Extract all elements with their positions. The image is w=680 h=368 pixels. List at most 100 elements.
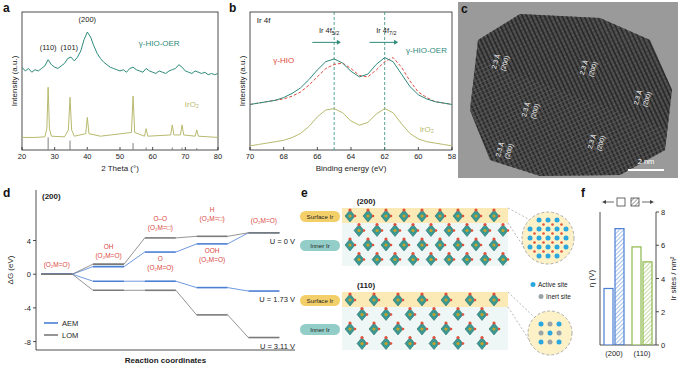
lattice-fringe — [458, 100, 678, 178]
ir-atom — [501, 258, 504, 261]
lattice-fringe — [583, 2, 678, 178]
plot-area — [250, 12, 452, 150]
active-site — [537, 236, 542, 241]
site-swatch — [531, 282, 536, 287]
lattice-fringe — [649, 2, 678, 178]
o-atom — [408, 215, 411, 218]
o-atom — [438, 313, 441, 316]
energy-level — [197, 314, 228, 316]
y2-tick-label: 0 — [661, 341, 665, 350]
lattice-fringe — [605, 2, 678, 178]
axis-key-arrow — [642, 202, 651, 203]
octahedron — [390, 254, 400, 266]
active-site — [546, 236, 551, 241]
o-atom — [354, 244, 357, 247]
figure: a203040506070802 Theta (°)Intensity (a.u… — [0, 0, 680, 368]
o-atom — [375, 252, 378, 255]
lattice-fringe — [587, 2, 678, 178]
lattice-fringe — [458, 67, 678, 178]
x-tick-label: 60 — [148, 152, 156, 161]
o-atom — [426, 328, 429, 331]
ir-atom — [384, 214, 387, 217]
plane-label: (200) — [587, 61, 599, 78]
x-tick — [250, 147, 251, 150]
lattice-fringe — [594, 2, 678, 178]
octahedron — [435, 239, 445, 251]
octahedron — [435, 210, 445, 222]
ir-atom — [375, 258, 378, 261]
x-tick-label: 70 — [181, 152, 189, 161]
octahedron — [417, 294, 427, 306]
octahedron — [444, 254, 454, 266]
o-atom — [551, 223, 554, 226]
lattice-fringe — [458, 2, 484, 178]
octahedron — [372, 254, 382, 266]
lattice-fringe — [573, 2, 678, 178]
lattice-fringe — [458, 45, 678, 178]
ir-atom — [429, 229, 432, 232]
reference-stick — [146, 147, 147, 150]
x-tick-label: 68 — [279, 152, 287, 161]
octahedron — [363, 210, 373, 222]
o-atom — [378, 328, 381, 331]
x-tick — [283, 147, 284, 150]
energy-level — [197, 287, 228, 289]
panel-letter: a — [3, 1, 10, 15]
ir-atom — [429, 258, 432, 261]
y2-tick — [656, 245, 659, 246]
active-site — [537, 245, 542, 250]
surface-label: Surface Ir — [307, 213, 334, 220]
octahedron — [453, 309, 463, 321]
x-tick-label: 50 — [116, 152, 124, 161]
o-atom — [444, 321, 447, 324]
energy-level — [41, 273, 72, 275]
reference-stick — [87, 147, 88, 150]
octahedron — [345, 210, 355, 222]
energy-level — [145, 251, 176, 253]
octahedron — [477, 338, 487, 350]
annotation: (110) — [40, 43, 57, 52]
arrow-head — [602, 200, 606, 204]
o-atom — [360, 307, 363, 310]
octahedron — [345, 239, 355, 251]
shift-arrow — [370, 42, 396, 43]
y-tick-label: -4 — [24, 304, 31, 313]
x-axis-label: 2 Theta (°) — [101, 164, 139, 173]
subscript: 7/2 — [389, 30, 397, 36]
lattice-fringe — [458, 111, 678, 178]
lattice-fringe — [458, 74, 678, 178]
octahedron — [444, 225, 454, 237]
ir-atom — [372, 327, 375, 330]
plot-frame — [22, 12, 218, 150]
lattice-fringe — [458, 60, 678, 178]
o-atom — [483, 223, 486, 226]
x-tick — [120, 147, 121, 150]
lattice-fringe — [663, 2, 678, 178]
x-tick — [452, 147, 453, 150]
species-label: OH — [104, 243, 114, 250]
ir-atom — [402, 243, 405, 246]
bar — [604, 288, 613, 345]
lattice — [458, 2, 678, 178]
lattice-fringe — [458, 172, 678, 178]
octahedron — [489, 323, 499, 335]
lattice-fringe — [458, 125, 678, 178]
o-atom — [432, 307, 435, 310]
species-label: (O₂M=O) — [251, 217, 277, 225]
octahedron — [408, 254, 418, 266]
o-atom — [486, 313, 489, 316]
o-atom — [420, 208, 423, 211]
o-atom — [533, 232, 536, 235]
active-site — [546, 254, 551, 259]
ir-atom — [384, 243, 387, 246]
o-atom — [498, 299, 501, 302]
lattice-fringe — [598, 2, 678, 178]
o-atom — [465, 223, 468, 226]
octahedron — [393, 323, 403, 335]
o-atom — [372, 292, 375, 295]
bulk-band — [342, 307, 508, 350]
lattice-fringe — [458, 2, 678, 5]
lattice-fringe — [458, 150, 678, 178]
x-tick-label: (200) — [605, 349, 623, 358]
site-label: Active site — [538, 281, 568, 288]
